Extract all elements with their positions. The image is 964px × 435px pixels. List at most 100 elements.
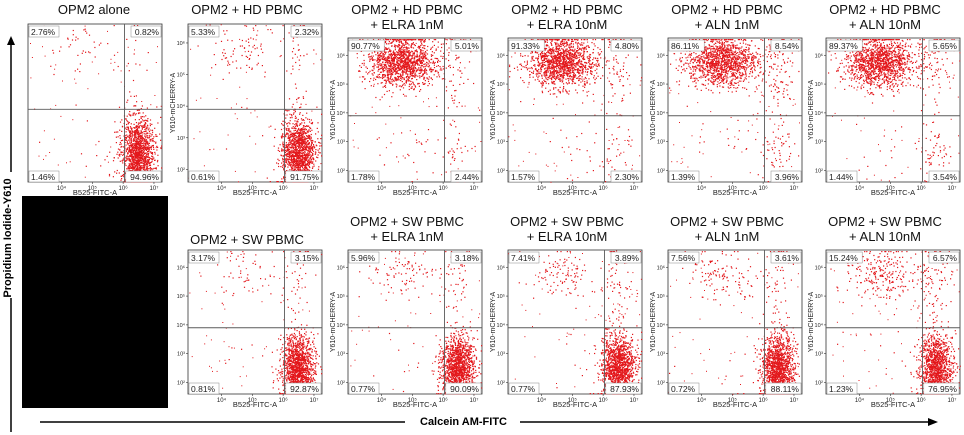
event-dot bbox=[306, 146, 308, 148]
event-dot bbox=[424, 40, 426, 42]
event-dot bbox=[359, 65, 361, 67]
event-dot bbox=[401, 76, 403, 78]
event-dot bbox=[392, 68, 394, 70]
event-dot bbox=[369, 80, 371, 83]
event-dot bbox=[134, 159, 136, 161]
event-dot bbox=[377, 64, 380, 66]
event-dot bbox=[387, 51, 389, 53]
event-dot bbox=[293, 130, 295, 132]
event-dot bbox=[357, 147, 359, 149]
event-dot bbox=[146, 147, 148, 149]
event-dot bbox=[127, 136, 129, 138]
event-dot bbox=[143, 124, 145, 127]
event-dot bbox=[381, 58, 383, 60]
event-dot bbox=[450, 163, 452, 165]
event-dot bbox=[124, 127, 126, 129]
event-dot bbox=[307, 170, 309, 172]
event-dot bbox=[227, 64, 229, 66]
event-dot bbox=[386, 39, 388, 41]
event-dot bbox=[294, 137, 296, 139]
quadrant-label-upper-left: 5.33% bbox=[191, 27, 216, 37]
event-dot bbox=[423, 101, 424, 103]
event-dot bbox=[140, 145, 143, 147]
event-dot bbox=[566, 92, 568, 94]
event-dot bbox=[114, 61, 116, 63]
facs-panel-hd-pbmc: OPM2 + HD PBMC 5.33% 2.32% 0.61% 91.75% 10⁴ 1… bbox=[168, 0, 326, 197]
event-dot bbox=[395, 54, 397, 56]
event-dot bbox=[425, 141, 427, 143]
event-dot bbox=[249, 54, 251, 56]
event-dot bbox=[308, 150, 310, 152]
event-dot bbox=[561, 77, 563, 79]
event-dot bbox=[567, 58, 569, 60]
event-dot bbox=[134, 49, 135, 51]
event-dot bbox=[304, 168, 306, 170]
event-dot bbox=[152, 146, 155, 149]
event-dot bbox=[436, 105, 438, 107]
event-dot bbox=[121, 175, 123, 177]
event-dot bbox=[394, 52, 396, 54]
event-dot bbox=[436, 70, 438, 72]
event-dot bbox=[293, 141, 295, 143]
event-dot bbox=[138, 122, 140, 124]
event-dot bbox=[576, 62, 578, 64]
event-dot bbox=[364, 78, 366, 80]
event-dot bbox=[131, 144, 133, 146]
event-dot bbox=[277, 181, 279, 183]
event-dot bbox=[254, 48, 256, 50]
event-dot bbox=[281, 178, 283, 180]
y-tick-label: 10⁴ bbox=[337, 110, 346, 117]
event-dot bbox=[398, 79, 400, 81]
event-dot bbox=[382, 56, 384, 59]
event-dot bbox=[413, 44, 415, 46]
event-dot bbox=[411, 51, 414, 53]
event-dot bbox=[297, 159, 299, 162]
event-dot bbox=[372, 55, 374, 57]
event-dot bbox=[421, 68, 423, 70]
event-dot bbox=[562, 89, 564, 91]
event-dot bbox=[407, 153, 409, 155]
event-dot bbox=[304, 167, 306, 169]
event-dot bbox=[130, 164, 132, 166]
event-dot bbox=[148, 142, 150, 144]
event-dot bbox=[394, 70, 396, 72]
event-dot bbox=[145, 169, 147, 171]
event-dot bbox=[397, 72, 399, 75]
event-dot bbox=[295, 140, 298, 142]
event-dot bbox=[308, 161, 310, 163]
event-dot bbox=[393, 64, 395, 66]
event-dot bbox=[385, 63, 387, 65]
event-dot bbox=[135, 150, 137, 152]
event-dot bbox=[140, 167, 142, 169]
event-dot bbox=[299, 164, 301, 167]
event-dot bbox=[156, 145, 158, 147]
event-dot bbox=[132, 140, 134, 142]
event-dot bbox=[411, 68, 413, 70]
left-margin-background bbox=[0, 30, 22, 435]
event-dot bbox=[117, 136, 119, 138]
event-dot bbox=[220, 40, 223, 42]
event-dot bbox=[299, 134, 301, 137]
event-dot bbox=[630, 145, 632, 147]
event-dot bbox=[139, 134, 141, 136]
event-dot bbox=[302, 158, 304, 160]
event-dot bbox=[371, 58, 373, 60]
event-dot bbox=[429, 68, 431, 70]
event-dot bbox=[381, 76, 384, 78]
event-dot bbox=[136, 166, 138, 168]
panel-title: OPM2 alone bbox=[57, 2, 131, 17]
event-dot bbox=[396, 62, 398, 64]
event-dot bbox=[433, 62, 435, 64]
event-dot bbox=[402, 72, 404, 75]
event-dot bbox=[411, 43, 413, 45]
y-tick-label: 10³ bbox=[177, 136, 185, 142]
event-dot bbox=[286, 127, 288, 130]
event-dot bbox=[451, 157, 453, 159]
event-dot bbox=[408, 65, 410, 67]
event-dot bbox=[292, 123, 294, 125]
event-dot bbox=[143, 142, 145, 144]
event-dot bbox=[136, 157, 138, 159]
event-dot bbox=[292, 164, 294, 166]
event-dot bbox=[296, 121, 298, 123]
event-dot bbox=[110, 146, 112, 148]
